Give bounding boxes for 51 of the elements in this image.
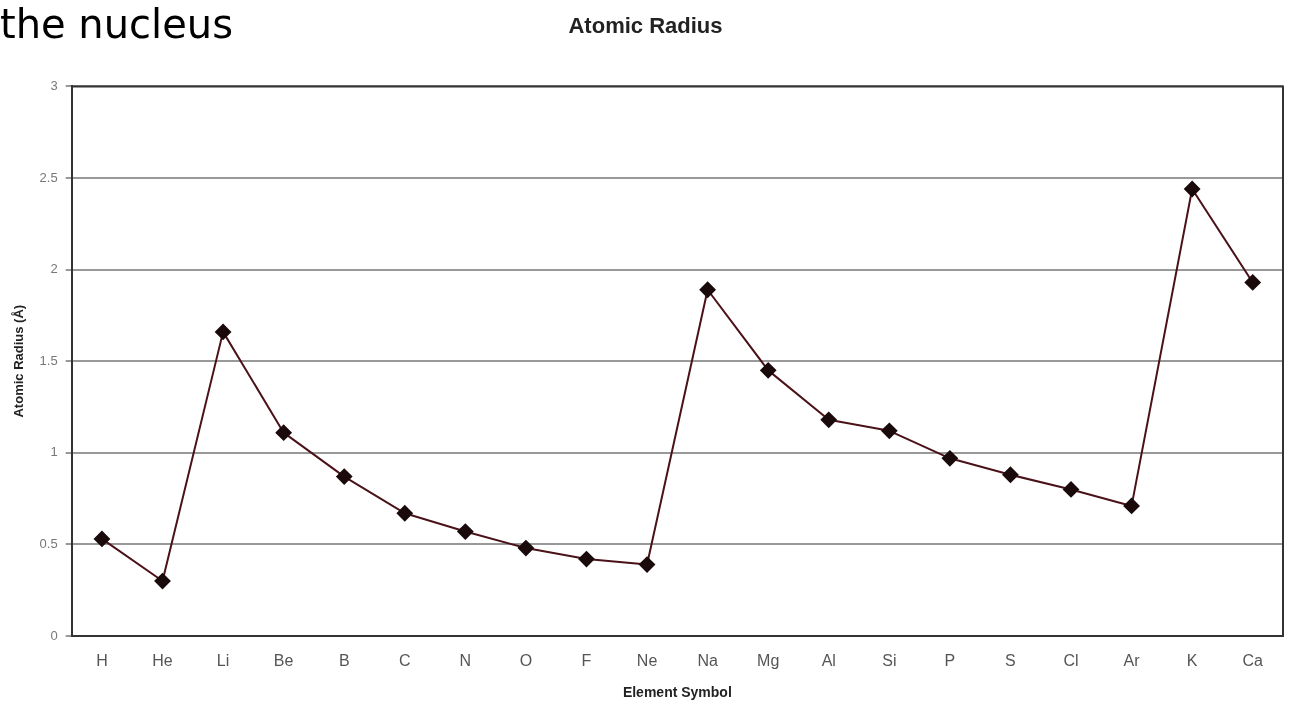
- text: the nucleus: [0, 0, 233, 48]
- point: [154, 573, 171, 590]
- point: [639, 556, 656, 573]
- y-tick-label: 0.5: [39, 535, 58, 551]
- x-tick-label: B: [338, 652, 350, 670]
- point: [760, 362, 777, 379]
- point: [275, 424, 292, 441]
- y-tick-label: 3: [50, 77, 58, 93]
- point: [1002, 466, 1019, 483]
- point: [215, 323, 232, 340]
- x-tick-label: H: [96, 652, 108, 670]
- chart-title: Atomic Radius: [568, 13, 723, 39]
- x-tick-label: Ar: [1123, 652, 1141, 670]
- point: [578, 551, 595, 568]
- point: [336, 468, 353, 485]
- x-tick-label: O: [519, 652, 533, 670]
- point: [820, 411, 837, 428]
- x-tick-label: Mg: [757, 652, 780, 670]
- y-tick-label: 0: [50, 627, 58, 643]
- point: [1184, 180, 1201, 197]
- point: [396, 505, 413, 522]
- x-tick-label: F: [581, 652, 592, 670]
- point: [881, 422, 898, 439]
- y-tick-label: 1: [50, 444, 58, 460]
- x-tick-label: Li: [216, 652, 230, 670]
- x-tick-label: S: [1005, 652, 1016, 670]
- point: [1123, 497, 1140, 514]
- point: [1244, 274, 1261, 291]
- x-tick-label: Ne: [636, 652, 658, 670]
- x-tick-label: P: [944, 652, 956, 670]
- point: [457, 523, 474, 540]
- x-tick-label: N: [459, 652, 472, 670]
- x-tick-label: Si: [882, 652, 897, 670]
- point: [941, 450, 958, 467]
- point: [517, 540, 534, 557]
- x-tick-label: Al: [821, 652, 836, 670]
- y-tick-label: 2: [50, 261, 58, 277]
- x-axis-title: Element Symbol: [622, 684, 732, 701]
- x-tick-label: He: [152, 652, 173, 670]
- x-tick-label: Be: [273, 652, 294, 670]
- point: [1063, 481, 1080, 498]
- point: [93, 530, 110, 547]
- y-axis-title: Atomic Radius (Å): [11, 304, 27, 418]
- y-tick-label: 2.5: [39, 169, 58, 185]
- x-tick-label: K: [1186, 652, 1198, 670]
- x-tick-label: Na: [697, 652, 718, 670]
- x-tick-label: Ca: [1242, 652, 1264, 670]
- y-tick-label: 1.5: [39, 352, 58, 368]
- x-tick-label: Cl: [1063, 652, 1079, 670]
- point: [699, 281, 716, 298]
- x-tick-label: C: [399, 652, 411, 670]
